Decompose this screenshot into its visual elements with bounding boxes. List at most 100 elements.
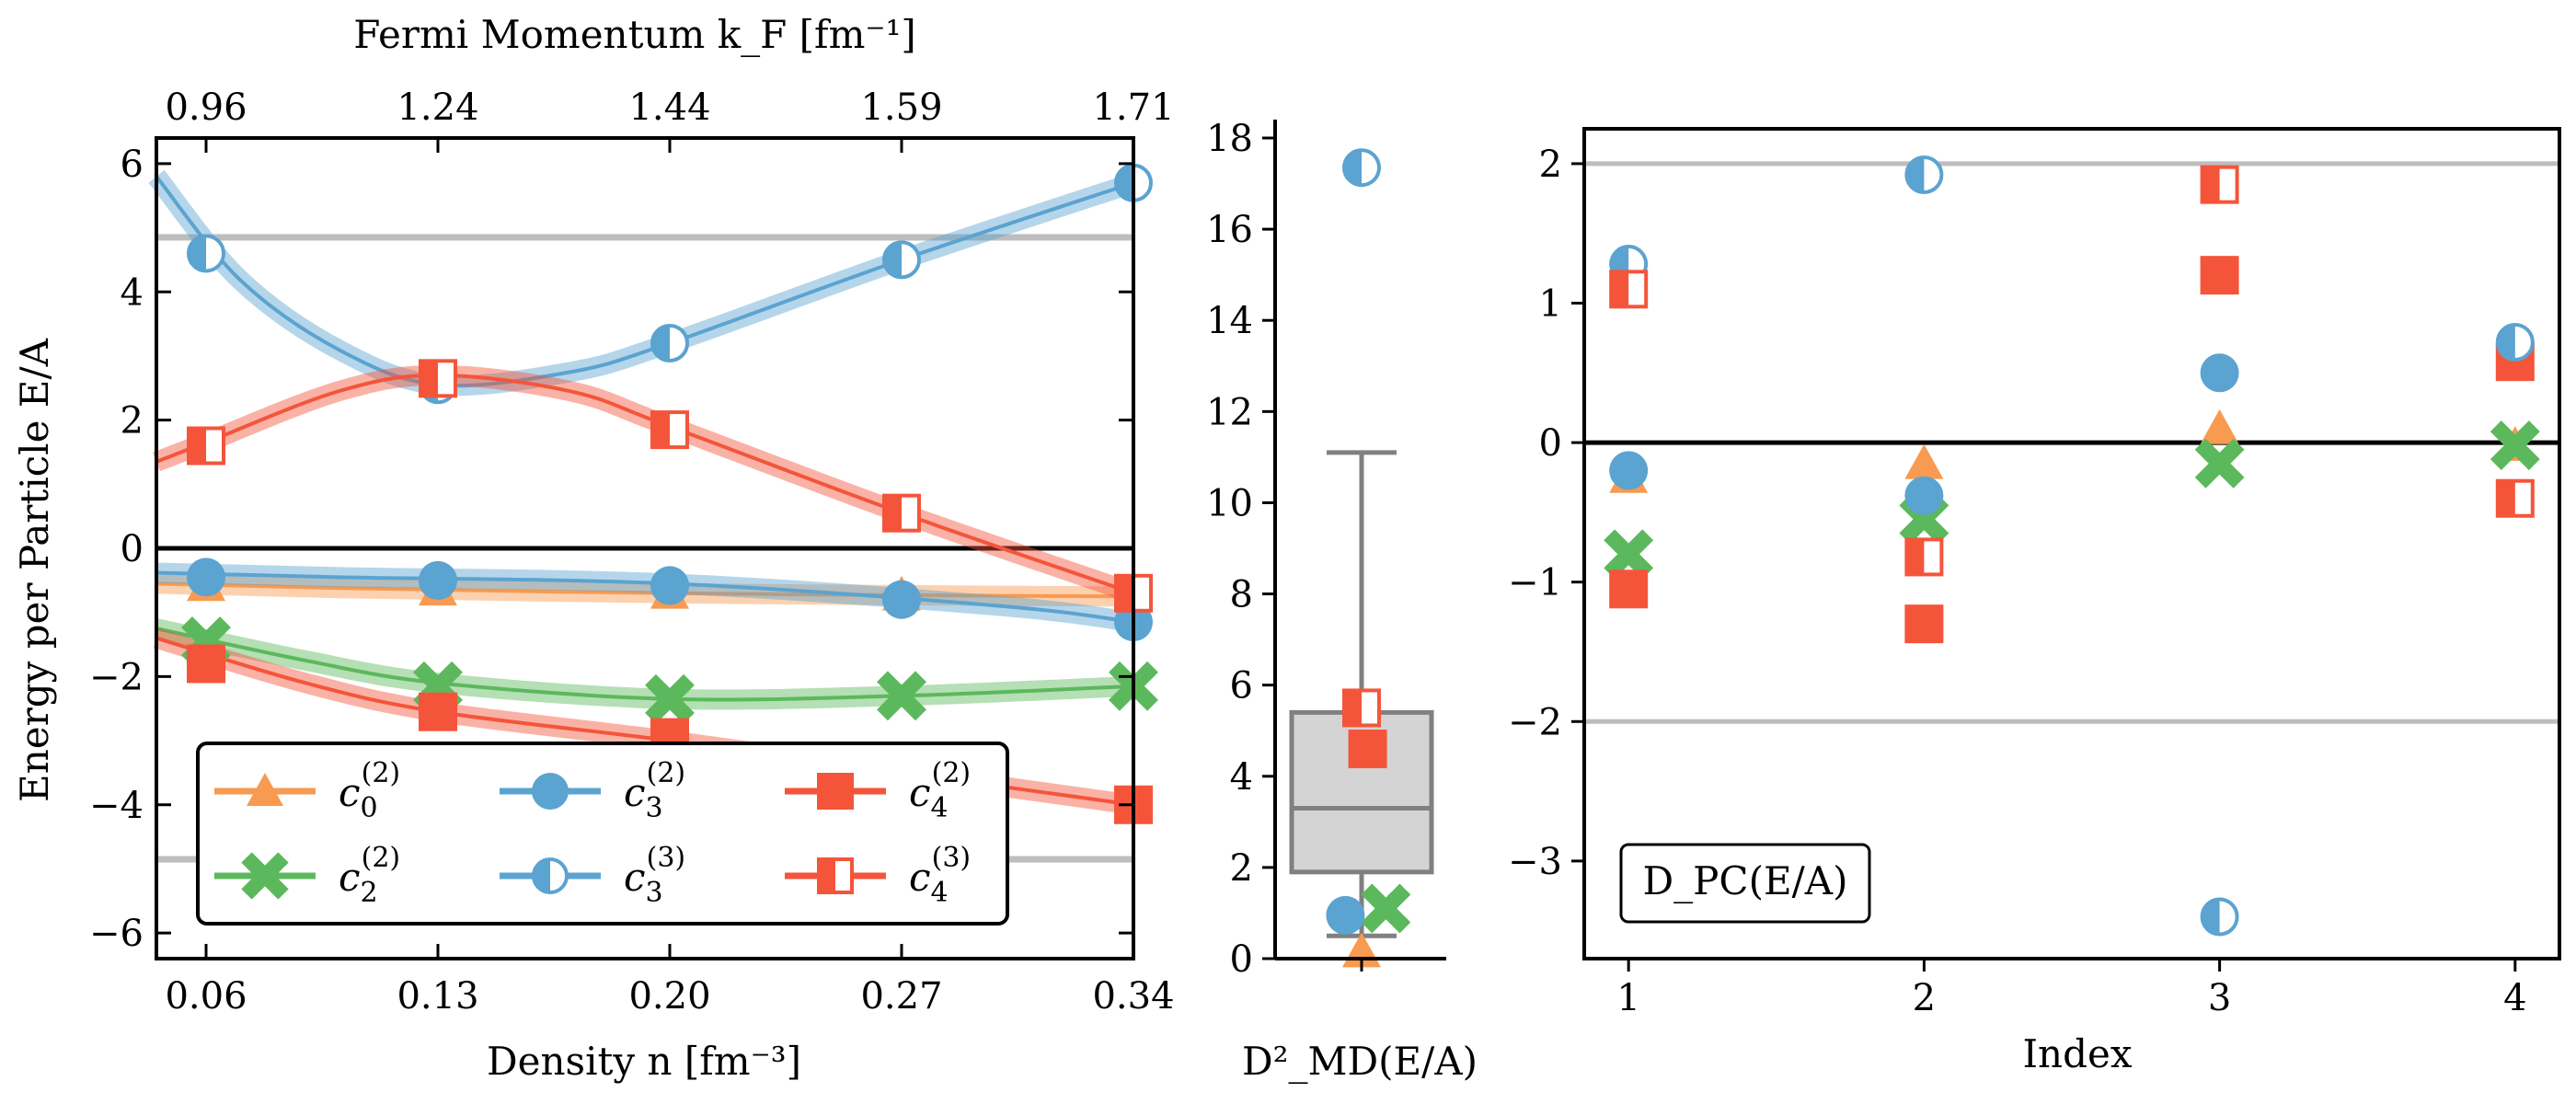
square-mark (187, 644, 225, 684)
square-half-fill (420, 361, 438, 397)
legend-sub: 4 (931, 877, 949, 909)
y-tick-label: 0 (1539, 422, 1562, 465)
y-tick-label: 1 (1539, 282, 1562, 325)
x-tick-label: 0.13 (397, 975, 478, 1018)
pc-point-c3(3) (1904, 155, 1944, 195)
circle-mark (532, 773, 569, 810)
circle-half-fill (2202, 899, 2220, 935)
circle-mark (1609, 451, 1649, 490)
square-mark (2200, 256, 2239, 295)
circle-mark (1326, 895, 1365, 935)
legend: c0(2) c3(2) c4(2)c2(2) c3(3) c4(3) (196, 742, 1009, 926)
legend-label: c2(2) (339, 842, 400, 909)
box-point-circle-half (1342, 148, 1381, 188)
cross-mark (1361, 883, 1411, 934)
data-point-c4(3) (882, 493, 921, 533)
legend-sub: 3 (646, 792, 663, 824)
top-tick-label: 1.44 (628, 86, 710, 129)
pc-point-c3(2) (1904, 476, 1944, 515)
pc-point-c3(2) (1609, 451, 1649, 490)
y-tick-label: 2 (1230, 847, 1253, 890)
box-iqr (1289, 709, 1434, 875)
pc-point-c2(2) (1604, 529, 1654, 580)
circle-mark (882, 580, 921, 619)
x-tick-label: 2 (1913, 977, 1936, 1019)
y-tick-label: 6 (1230, 665, 1253, 707)
y-tick-label: 2 (121, 400, 144, 443)
x-tick-label: 0.27 (860, 975, 942, 1018)
square-half-fill (1344, 690, 1362, 726)
data-point-c3(3) (882, 240, 921, 280)
y-tick-label: −2 (1508, 701, 1562, 743)
x-tick-label: 0.20 (628, 975, 710, 1018)
legend-base: c (909, 770, 931, 815)
y-tick-label: 10 (1206, 482, 1253, 524)
circle-half-fill (652, 326, 670, 361)
square-mark (1904, 604, 1944, 644)
square-half-fill (1611, 271, 1629, 307)
y-tick-label: 14 (1206, 300, 1253, 342)
y-tick-label: 12 (1206, 391, 1253, 433)
y-tick-label: −4 (89, 785, 144, 827)
x-tick-label: 0.06 (165, 975, 247, 1018)
pc-point-c0(2) (2200, 408, 2239, 444)
legend-sup: (3) (647, 842, 686, 874)
series-line-c2(2) (155, 627, 1134, 702)
legend-label: c0(2) (339, 757, 400, 824)
data-point-c2(2) (877, 671, 926, 721)
top-axis-title: Fermi Momentum k_F [fm⁻¹] (353, 12, 916, 57)
square-half-fill (189, 428, 206, 464)
pc-point-c4(2) (1609, 569, 1649, 609)
pc-point-c4(3) (2200, 165, 2239, 204)
cross-mark (1604, 529, 1654, 580)
y-tick-label: 2 (1539, 144, 1562, 186)
y-tick-label: 6 (121, 144, 144, 186)
data-point-c3(2) (419, 560, 457, 600)
box-point-circle (1326, 895, 1365, 935)
y-tick-label: 4 (121, 271, 144, 314)
legend-sub: 0 (361, 792, 378, 824)
pc-point-c4(3) (1609, 270, 1649, 309)
box-point-square-half (1342, 688, 1381, 728)
pc-point-c3(2) (2200, 353, 2239, 393)
panel-energy-vs-density: 0.06 0.96 0.13 1.24 0.20 1.44 0.27 1.59 0.34 1.71… (89, 86, 1175, 1018)
legend-sub: 3 (646, 877, 663, 909)
x-tick-label: 1 (1616, 977, 1639, 1019)
uncertainty-band-c3(3) (148, 169, 1137, 397)
y-tick-label: 8 (1230, 574, 1253, 616)
data-point-c4(3) (650, 410, 689, 450)
square-half-fill (1116, 575, 1133, 611)
square-half-fill (819, 859, 835, 892)
data-point-c3(2) (187, 558, 225, 597)
pc-point-c0(2) (1904, 443, 1944, 479)
square-half-fill (652, 412, 670, 448)
triangle-mark (2200, 408, 2239, 444)
top-tick-label: 1.59 (860, 86, 942, 129)
top-tick-label: 1.71 (1092, 86, 1174, 129)
y-tick-label: −1 (1508, 562, 1562, 604)
circle-half-fill (189, 236, 206, 271)
cross-mark (645, 673, 695, 724)
circle-mark (419, 560, 457, 600)
square-mark (817, 773, 854, 810)
legend-marker (817, 857, 854, 894)
y-tick-label: 0 (121, 528, 144, 570)
legend-label: c4(2) (909, 757, 971, 824)
legend-sup: (2) (647, 757, 686, 789)
y-axis-title-energy: Energy per Particle E/A (12, 338, 57, 802)
data-point-c2(2) (645, 673, 695, 724)
data-point-c4(3) (187, 426, 225, 466)
top-tick-label: 1.24 (397, 86, 478, 129)
circle-half-fill (1344, 150, 1362, 186)
legend-sup: (3) (932, 842, 972, 874)
x-tick-label: 3 (2208, 977, 2231, 1019)
cross-mark (2194, 438, 2245, 489)
y-tick-label: −3 (1508, 841, 1562, 883)
pc-point-c4(2) (1904, 604, 1944, 644)
x-axis-title-index: Index (2022, 1031, 2132, 1076)
data-point-c3(3) (187, 234, 225, 273)
y-tick-label: 0 (1230, 938, 1253, 981)
legend-sup: (2) (362, 842, 401, 874)
legend-label: c3(2) (624, 757, 685, 824)
data-point-c4(3) (419, 359, 457, 398)
